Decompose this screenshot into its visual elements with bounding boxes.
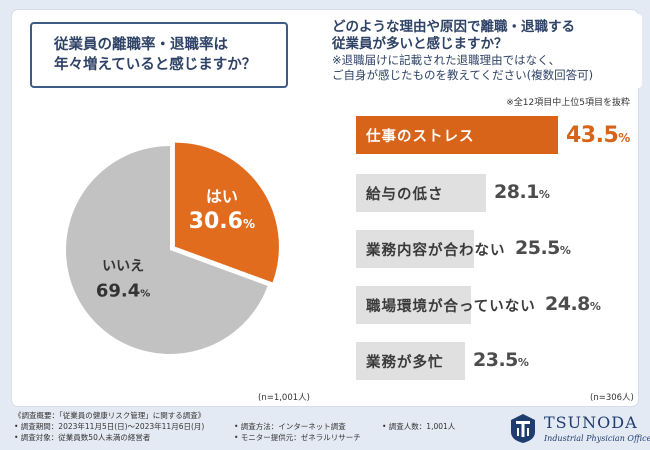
bar-3: 業務内容が合わない bbox=[356, 230, 505, 268]
question-right-box: どのような理由や原因で離職・退職する 従業員が多いと感じますか？ ※退職届けに記… bbox=[322, 14, 642, 88]
bar-label: 職場環境が合っていない bbox=[366, 298, 536, 315]
pie-sample-size: (n=1,001人) bbox=[258, 393, 310, 403]
pie-slice-no bbox=[66, 146, 268, 354]
bar-label: 給与の低さ bbox=[366, 186, 444, 203]
tsunoda-logo: TSUNODA Industrial Physician Office bbox=[508, 412, 650, 446]
pie-value-yes: 30.6% bbox=[189, 209, 255, 234]
pie-label-yes: はい bbox=[206, 187, 238, 206]
survey-count: • 調査人数：1,001人 bbox=[382, 422, 456, 431]
bar-value: 28.1% bbox=[494, 181, 550, 203]
bar-value: 23.5% bbox=[473, 349, 529, 371]
bar-4: 職場環境が合っていない bbox=[356, 286, 535, 324]
logo-emblem-icon bbox=[511, 414, 535, 443]
pie-chart: はい 30.6% いいえ 69.4% bbox=[66, 142, 279, 354]
survey-method: • 調査方法：インターネット調査 bbox=[234, 422, 346, 431]
question-left-line1: 従業員の離職率・退職率は bbox=[54, 37, 228, 53]
question-right-note2: ご自身が感じたものを教えてください(複数回答可) bbox=[332, 68, 594, 82]
question-left-box: 従業員の離職率・退職率は 年々増えていると感じますか？ bbox=[30, 22, 288, 88]
bar-sample-size: (n=306人) bbox=[590, 393, 634, 403]
bar-value: 43.5% bbox=[566, 123, 630, 148]
question-right-line1: どのような理由や原因で離職・退職する bbox=[332, 19, 575, 35]
bar-5: 業務が多忙 bbox=[356, 342, 465, 380]
bar-2: 給与の低さ bbox=[356, 174, 486, 212]
survey-target: • 調査対象：従業員数50人未満の経営者 bbox=[14, 433, 151, 442]
bar-label: 業務が多忙 bbox=[366, 354, 444, 371]
bar-value: 25.5% bbox=[515, 237, 571, 259]
survey-overview: 《調査概要：「従業員の健康リスク管理」に関する調査》 bbox=[14, 411, 206, 420]
top5-subnote: ※全12項目中上位5項目を抜粋 bbox=[506, 98, 630, 108]
logo-name: TSUNODA bbox=[544, 413, 638, 432]
bar-value: 24.8% bbox=[545, 293, 601, 315]
survey-provider: • モニター提供元：ゼネラルリサーチ bbox=[234, 433, 361, 442]
bar-label: 仕事のストレス bbox=[366, 128, 475, 145]
pie-value-no: 69.4% bbox=[96, 281, 150, 302]
survey-footer: 《調査概要：「従業員の健康リスク管理」に関する調査》 • 調査期間：2023年1… bbox=[12, 410, 638, 450]
pie-slice-yes bbox=[174, 142, 279, 283]
bar-1: 仕事のストレス bbox=[356, 116, 558, 154]
question-right-note1: ※退職届けに記載された退職理由ではなく、 bbox=[332, 53, 561, 67]
question-left-line2: 年々増えていると感じますか？ bbox=[54, 57, 257, 73]
bar-label: 業務内容が合わない bbox=[366, 242, 506, 259]
logo-subtitle: Industrial Physician Office bbox=[544, 434, 650, 443]
question-right-line2: 従業員が多いと感じますか？ bbox=[332, 36, 508, 52]
survey-period: • 調査期間：2023年11月5日(日)〜2023年11月6日(月) bbox=[14, 422, 205, 431]
pie-label-no: いいえ bbox=[102, 259, 144, 275]
